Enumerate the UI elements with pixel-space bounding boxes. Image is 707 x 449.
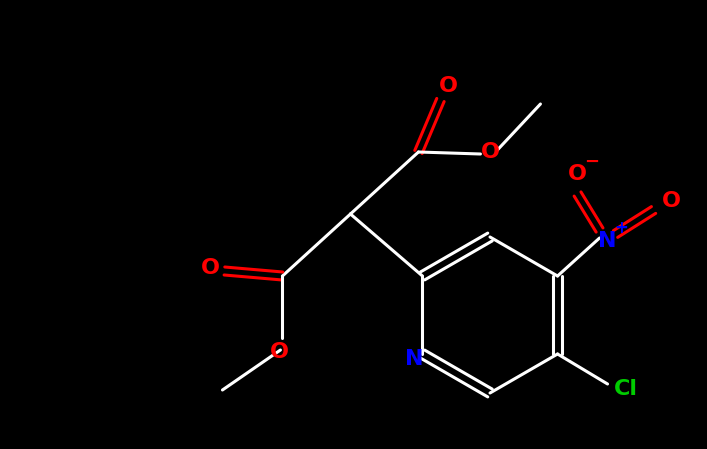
Text: +: + — [614, 219, 629, 237]
Text: O: O — [568, 164, 587, 184]
Text: O: O — [201, 258, 220, 278]
Text: O: O — [481, 142, 500, 162]
Text: O: O — [439, 76, 458, 96]
Text: N: N — [405, 349, 423, 369]
Text: O: O — [662, 191, 681, 211]
Text: N: N — [598, 231, 617, 251]
Text: O: O — [270, 342, 289, 362]
Text: −: − — [584, 153, 599, 171]
Text: Cl: Cl — [614, 379, 638, 399]
